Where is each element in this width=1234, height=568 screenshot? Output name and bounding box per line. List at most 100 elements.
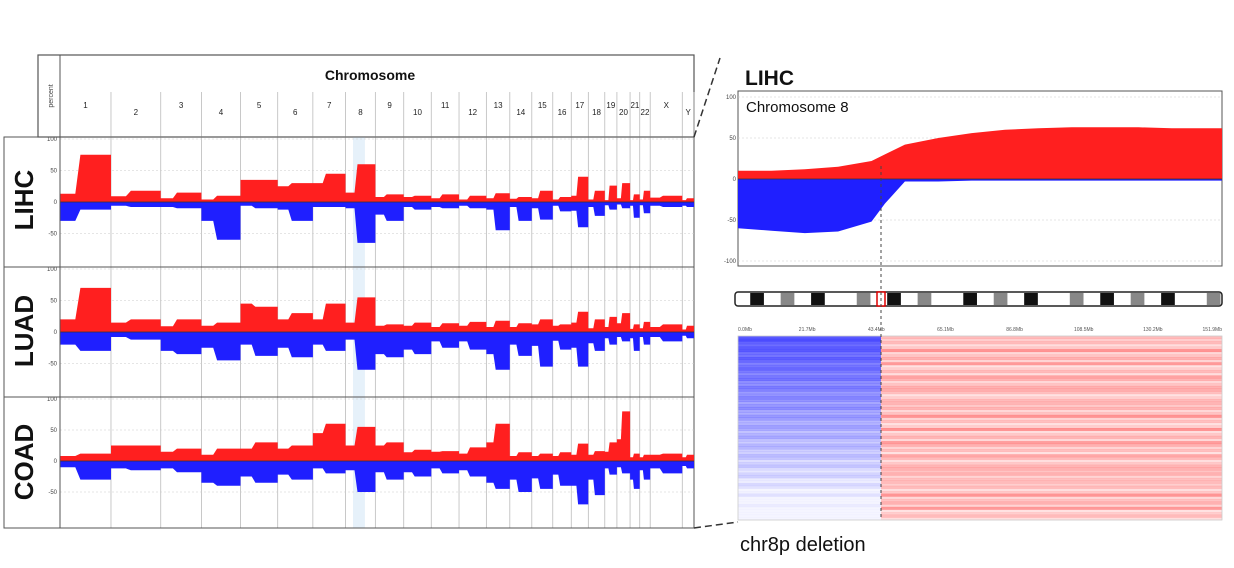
detail-y-tick-label: -50 xyxy=(727,218,736,224)
heatmap-row-gain xyxy=(881,483,1222,487)
ideogram-band xyxy=(917,293,932,305)
heatmap-row-gain xyxy=(881,349,1222,353)
detail-y-tick-label: 100 xyxy=(726,95,737,101)
heatmap-row-loss xyxy=(738,401,881,405)
heatmap-row-loss xyxy=(738,422,881,426)
chromosome-tick-label-3: 3 xyxy=(179,101,184,110)
heatmap-row-gain xyxy=(881,514,1222,518)
heatmap-row-loss xyxy=(738,385,881,389)
heatmap-row-gain xyxy=(881,359,1222,363)
heatmap-row-loss xyxy=(738,430,881,434)
y-tick-label: 50 xyxy=(50,299,57,305)
y-tick-label: 100 xyxy=(47,137,58,143)
detail-gain-area xyxy=(738,127,1222,179)
heatmap-row-loss xyxy=(738,470,881,473)
ideogram-band xyxy=(1024,293,1038,305)
y-tick-label: 50 xyxy=(50,428,57,434)
heatmap-row-gain xyxy=(881,412,1222,416)
heatmap-row-loss xyxy=(738,509,881,513)
heatmap-row-gain xyxy=(881,433,1222,437)
heatmap-row-gain xyxy=(881,367,1222,371)
panel-lihc: 100 50 0 -50 xyxy=(47,136,695,268)
ideogram-band xyxy=(1130,293,1145,305)
ideogram-band xyxy=(963,293,977,305)
ideogram-outline xyxy=(734,291,1223,307)
chromosome-tick-label-20: 20 xyxy=(619,108,628,117)
heatmap-row-loss xyxy=(738,409,881,413)
detail-x-tick-label: 151.9Mb xyxy=(1203,327,1223,333)
heatmap-row-loss xyxy=(738,493,881,497)
heatmap-row-gain xyxy=(881,336,1222,339)
heatmap-row-gain xyxy=(881,485,1222,489)
heatmap-row-loss xyxy=(738,517,881,521)
chromosome-tick-label-5: 5 xyxy=(257,101,262,110)
chromosome-tick-label-1: 1 xyxy=(83,101,88,110)
heatmap-row-gain xyxy=(881,372,1222,376)
deletion-annotation: chr8p deletion xyxy=(740,534,866,556)
chr8-ideogram xyxy=(734,291,1223,307)
chromosome-tick-label-13: 13 xyxy=(494,101,503,110)
heatmap-row-gain xyxy=(881,467,1222,471)
heatmap-row-gain xyxy=(881,493,1222,497)
detail-title: LIHC xyxy=(745,67,794,90)
heatmap-row-gain xyxy=(881,399,1222,403)
chromosome-tick-label-Y: Y xyxy=(685,108,691,117)
heatmap-row-loss xyxy=(738,480,881,484)
heatmap-row-gain xyxy=(881,506,1222,510)
heatmap-row-loss xyxy=(738,351,881,355)
heatmap-row-gain xyxy=(881,375,1222,379)
detail-x-tick-label: 43.4Mb xyxy=(868,327,885,333)
heatmap-row-gain xyxy=(881,464,1222,468)
heatmap-row-gain xyxy=(881,370,1222,374)
heatmap-row-gain xyxy=(881,341,1222,345)
heatmap-row-gain xyxy=(881,438,1222,442)
heatmap-row-loss xyxy=(738,443,881,447)
chromosome-tick-label-4: 4 xyxy=(219,108,224,117)
heatmap-row-gain xyxy=(881,430,1222,434)
heatmap-row-gain xyxy=(881,409,1222,413)
detail-x-tick-label: 0.0Mb xyxy=(738,327,752,333)
heatmap-row-loss xyxy=(738,498,881,502)
heatmap-row-gain xyxy=(881,454,1222,458)
heatmap-frame xyxy=(737,335,1223,521)
y-tick-label: 0 xyxy=(54,200,58,206)
panel-coad: 100 50 0 -50 xyxy=(47,396,695,529)
heatmap-row-gain xyxy=(881,357,1222,360)
ideogram-band xyxy=(856,293,871,305)
detail-x-tick-label: 21.7Mb xyxy=(799,327,816,333)
heatmap-row-gain xyxy=(881,388,1222,392)
heatmap-row-gain xyxy=(881,443,1222,447)
ideogram-band xyxy=(1161,293,1175,305)
heatmap-row-loss xyxy=(738,472,881,476)
heatmap-row-loss xyxy=(738,372,881,376)
heatmap-row-gain xyxy=(881,472,1222,476)
zoom-connector-bottom xyxy=(693,521,739,529)
heatmap-row-gain xyxy=(881,512,1222,516)
heatmap-row-loss xyxy=(738,467,881,471)
heatmap-row-gain xyxy=(881,420,1222,424)
detail-loss-area xyxy=(738,179,1222,234)
heatmap-row-gain xyxy=(881,496,1222,500)
heatmap-row-gain xyxy=(881,475,1222,479)
detail-y-tick-label: 0 xyxy=(733,177,737,183)
heatmap-row-gain xyxy=(881,449,1222,452)
ideogram-band xyxy=(750,293,764,305)
heatmap-row-loss xyxy=(738,404,881,408)
heatmap-row-gain xyxy=(881,462,1222,466)
heatmap-row-loss xyxy=(738,456,881,460)
heatmap-row-gain xyxy=(881,380,1222,384)
detail-x-ticks: 0.0Mb 21.7Mb 43.4Mb 65.1Mb 86.8Mb 108.5Mb 130.… xyxy=(738,327,1222,333)
detail-x-tick-label: 108.5Mb xyxy=(1074,327,1094,333)
lihc-label: LIHC xyxy=(9,169,39,230)
heatmap-row-loss xyxy=(738,477,881,481)
heatmap-row-gain xyxy=(881,470,1222,473)
heatmap-row-loss xyxy=(738,506,881,510)
heatmap-row-loss xyxy=(738,425,881,429)
heatmap-row-gain xyxy=(881,385,1222,389)
luad-label: LUAD xyxy=(9,295,39,367)
heatmap-row-loss xyxy=(738,357,881,360)
y-tick-label: -50 xyxy=(48,490,57,496)
heatmap-row-gain xyxy=(881,451,1222,455)
chromosome-tick-label-12: 12 xyxy=(468,108,477,117)
